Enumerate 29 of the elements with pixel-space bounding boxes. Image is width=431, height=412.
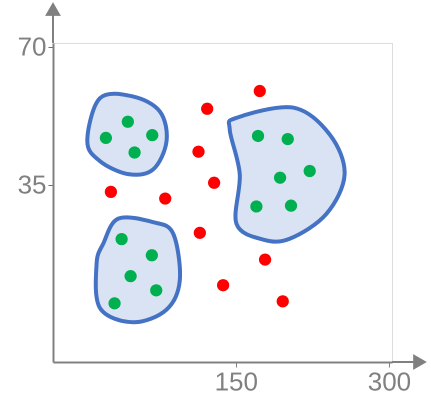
point [128,146,141,159]
point [146,129,158,142]
point [274,172,286,184]
point [254,84,266,98]
point [115,233,128,246]
point [276,295,289,308]
point [159,192,172,205]
point [216,279,230,292]
y-tick-label: 70 [18,31,46,62]
point [100,132,112,144]
point [146,249,158,262]
point [192,146,205,158]
x-tick-label: 300 [368,366,412,396]
point [284,200,298,212]
y-tick-label: 35 [18,169,46,200]
point [150,284,162,296]
point [252,130,264,142]
point [201,102,214,115]
point [108,297,121,310]
point [250,200,263,213]
point [124,270,137,282]
point [104,186,118,198]
point [208,176,220,189]
x-tick-label: 150 [214,366,258,396]
point [122,116,134,128]
point [282,132,294,146]
point [194,226,206,239]
point [304,164,316,178]
point [258,253,272,266]
